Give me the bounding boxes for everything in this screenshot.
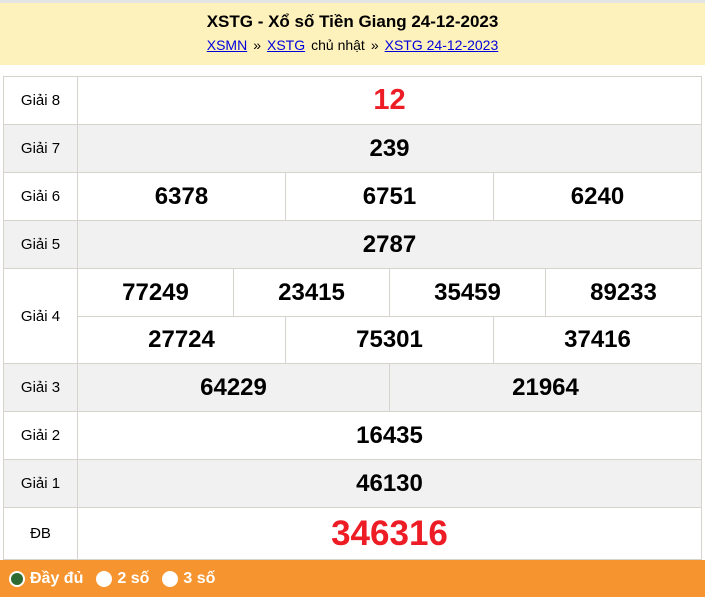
prize-label-giai-3: Giải 3 (20, 379, 61, 396)
prize-sub-row: 27724 75301 37416 (78, 316, 701, 363)
lottery-results-table: Giải 8 12 Giải 7 239 Giải 6 6378 6751 6240 Giải … (3, 76, 702, 560)
prize-number: 89233 (545, 269, 701, 316)
prize-sub-row: 77249 23415 35459 89233 (78, 269, 701, 316)
prize-sub-row: 12 (78, 77, 701, 124)
prize-number: 21964 (389, 364, 701, 411)
prize-values-giai-8: 12 (77, 77, 701, 124)
radio-icon-3-so[interactable] (162, 570, 179, 587)
radio-icon-2-so[interactable] (96, 570, 113, 587)
breadcrumb-link-xstg-24-12-2023[interactable]: XSTG 24-12-2023 (384, 37, 499, 53)
breadcrumb-link-xstg[interactable]: XSTG (266, 37, 306, 53)
prize-label-giai-2: Giải 2 (20, 427, 61, 444)
prize-label-giai-1: Giải 1 (20, 475, 61, 492)
prize-number: 12 (373, 84, 406, 116)
page-title: XSTG - Xổ số Tiền Giang 24-12-2023 (206, 12, 499, 31)
display-option-3-so[interactable]: 3 số (162, 570, 215, 588)
prize-label-giai-6: Giải 6 (20, 188, 61, 205)
result-row-giai-5: Giải 5 2787 (4, 220, 701, 268)
prize-number: 6240 (493, 173, 701, 220)
prize-sub-row: 2787 (78, 221, 701, 268)
result-row-giai-2: Giải 2 16435 (4, 411, 701, 459)
result-row-giai-6: Giải 6 6378 6751 6240 (4, 172, 701, 220)
display-options-bar: Đầy đủ 2 số 3 số (0, 560, 705, 597)
prize-number: 6751 (285, 173, 493, 220)
display-option-day-du[interactable]: Đầy đủ (9, 570, 83, 588)
display-option-label: Đầy đủ (30, 569, 84, 587)
prize-number: 23415 (233, 269, 389, 316)
prize-values-giai-3: 64229 21964 (77, 364, 701, 411)
result-row-db: ĐB 346316 (4, 507, 701, 559)
result-row-giai-4: Giải 4 77249 23415 35459 89233 27724 75301 3741… (4, 268, 701, 363)
breadcrumb-text-sep-1: » (253, 37, 261, 53)
display-option-label: 2 số (117, 569, 150, 587)
prize-number: 64229 (200, 373, 267, 401)
prize-number: 6378 (154, 182, 209, 210)
prize-number: 16435 (356, 421, 423, 449)
breadcrumb-text-sep-2: » (370, 37, 379, 53)
prize-number: 46130 (356, 469, 423, 497)
prize-number: 75301 (285, 317, 493, 363)
display-option-2-so[interactable]: 2 số (96, 570, 149, 588)
prize-label-giai-8: Giải 8 (20, 92, 61, 109)
prize-label-giai-5: Giải 5 (20, 236, 61, 253)
radio-icon-day-du-selected[interactable] (9, 570, 25, 587)
prize-sub-row: 64229 21964 (78, 364, 701, 411)
prize-sub-row: 6378 6751 6240 (78, 173, 701, 220)
display-option-label: 3 số (183, 569, 216, 587)
prize-sub-row: 239 (78, 125, 701, 172)
breadcrumb-text-chu-nhat: chủ nhật (311, 37, 365, 53)
prize-number: 27724 (148, 326, 215, 353)
prize-label-giai-7: Giải 7 (20, 140, 61, 157)
prize-number: 2787 (362, 230, 417, 258)
prize-number: 239 (369, 134, 410, 162)
prize-sub-row: 46130 (78, 460, 701, 507)
prize-number: 37416 (493, 317, 701, 363)
prize-label-db: ĐB (30, 525, 51, 542)
breadcrumb-link-xsmn[interactable]: XSMN (206, 37, 248, 53)
result-row-giai-7: Giải 7 239 (4, 124, 701, 172)
prize-values-giai-1: 46130 (77, 460, 701, 507)
prize-label-giai-4: Giải 4 (20, 307, 61, 325)
prize-values-giai-4: 77249 23415 35459 89233 27724 75301 37416 (77, 269, 701, 363)
prize-values-giai-6: 6378 6751 6240 (77, 173, 701, 220)
prize-values-db: 346316 (77, 508, 701, 559)
prize-values-giai-5: 2787 (77, 221, 701, 268)
header: XSTG - Xổ số Tiền Giang 24-12-2023 XSMN »… (0, 3, 705, 65)
result-row-giai-1: Giải 1 46130 (4, 459, 701, 507)
prize-number: 77249 (122, 278, 189, 306)
prize-sub-row: 346316 (78, 508, 701, 559)
prize-number: 346316 (331, 513, 448, 553)
result-row-giai-3: Giải 3 64229 21964 (4, 363, 701, 411)
prize-number: 35459 (389, 269, 545, 316)
breadcrumb: XSMN » XSTG chủ nhật » XSTG 24-12-2023 (0, 37, 705, 54)
prize-sub-row: 16435 (78, 412, 701, 459)
top-border-strip (0, 0, 705, 3)
result-row-giai-8: Giải 8 12 (4, 77, 701, 124)
prize-values-giai-2: 16435 (77, 412, 701, 459)
prize-values-giai-7: 239 (77, 125, 701, 172)
